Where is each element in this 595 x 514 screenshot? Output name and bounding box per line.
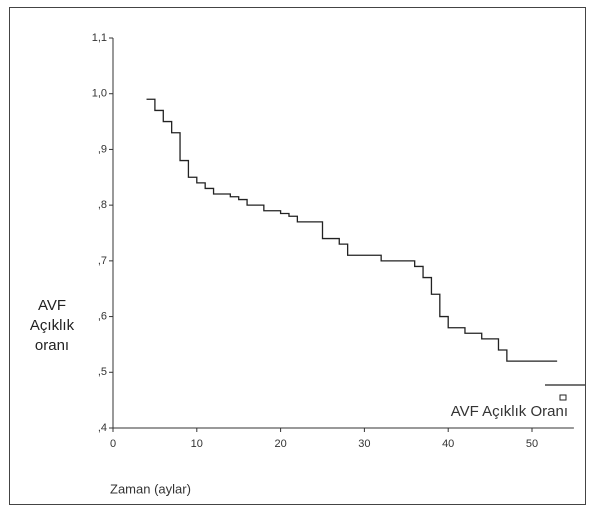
legend-marker [559,394,567,401]
x-tick-label: 0 [110,438,116,450]
x-axis-label: Zaman (aylar) [110,481,191,496]
y-tick-label: ,8 [98,199,107,211]
y-tick-label: ,9 [98,143,107,155]
x-tick-label: 10 [191,438,203,450]
y-tick-label: ,6 [98,310,107,322]
y-tick-label: ,7 [98,255,107,267]
legend-label: AVF Açıklık Oranı [451,403,568,420]
y-tick-label: ,5 [98,366,107,378]
frame [9,7,586,505]
y-tick-label: 1,1 [92,32,107,44]
x-tick-label: 20 [274,438,286,450]
x-tick-label: 50 [526,438,538,450]
y-tick-label: ,4 [98,422,107,434]
x-tick-label: 40 [442,438,454,450]
survival-line [146,98,558,362]
y-axis-label: AVF Açıklık oranı [29,297,75,354]
y-tick-label: 1,0 [92,88,107,100]
x-tick-label: 30 [358,438,370,450]
